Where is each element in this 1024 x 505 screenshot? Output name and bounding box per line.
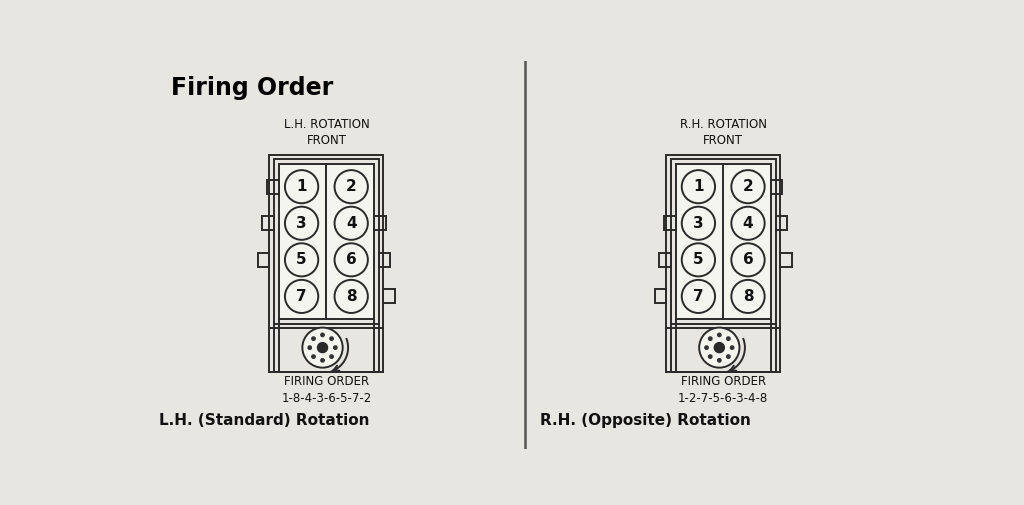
Circle shape xyxy=(731,207,765,240)
Circle shape xyxy=(311,355,315,358)
Text: 3: 3 xyxy=(296,216,307,231)
Circle shape xyxy=(709,355,712,358)
Bar xyxy=(771,180,782,193)
Bar xyxy=(780,253,792,267)
Circle shape xyxy=(731,280,765,313)
Circle shape xyxy=(335,280,368,313)
Circle shape xyxy=(718,359,721,362)
Bar xyxy=(676,164,771,319)
Text: 2: 2 xyxy=(346,179,356,194)
Bar xyxy=(269,155,383,328)
Circle shape xyxy=(682,243,715,276)
Text: 1: 1 xyxy=(296,179,307,194)
Bar xyxy=(671,160,775,324)
Text: R.H. ROTATION
FRONT: R.H. ROTATION FRONT xyxy=(680,118,767,147)
Circle shape xyxy=(335,243,368,276)
Circle shape xyxy=(731,170,765,203)
Text: Firing Order: Firing Order xyxy=(171,76,333,100)
Bar xyxy=(258,253,269,267)
Text: 6: 6 xyxy=(346,252,356,267)
Circle shape xyxy=(321,333,325,337)
Bar xyxy=(262,216,274,230)
Text: 1-8-4-3-6-5-7-2: 1-8-4-3-6-5-7-2 xyxy=(282,392,372,406)
Circle shape xyxy=(682,170,715,203)
Bar xyxy=(383,289,395,304)
Circle shape xyxy=(709,337,712,340)
Text: 4: 4 xyxy=(346,216,356,231)
Circle shape xyxy=(285,207,318,240)
Text: 7: 7 xyxy=(693,289,703,304)
Text: FIRING ORDER: FIRING ORDER xyxy=(681,375,766,388)
Circle shape xyxy=(699,328,739,368)
Text: L.H. (Standard) Rotation: L.H. (Standard) Rotation xyxy=(159,413,370,428)
Text: 8: 8 xyxy=(346,289,356,304)
Text: L.H. ROTATION
FRONT: L.H. ROTATION FRONT xyxy=(284,118,370,147)
Text: R.H. (Opposite) Rotation: R.H. (Opposite) Rotation xyxy=(541,413,752,428)
Circle shape xyxy=(302,328,343,368)
Circle shape xyxy=(718,333,721,337)
Circle shape xyxy=(715,342,724,352)
Circle shape xyxy=(285,170,318,203)
Circle shape xyxy=(730,346,734,349)
Bar xyxy=(267,180,279,193)
Bar xyxy=(279,164,374,319)
Circle shape xyxy=(285,243,318,276)
Circle shape xyxy=(317,342,328,352)
Circle shape xyxy=(308,346,311,349)
Circle shape xyxy=(311,337,315,340)
Text: FIRING ORDER: FIRING ORDER xyxy=(284,375,369,388)
Text: 8: 8 xyxy=(742,289,754,304)
Circle shape xyxy=(682,207,715,240)
Circle shape xyxy=(334,346,337,349)
Circle shape xyxy=(285,280,318,313)
Bar xyxy=(274,160,379,324)
Circle shape xyxy=(731,243,765,276)
Text: 7: 7 xyxy=(296,289,307,304)
Circle shape xyxy=(727,337,730,340)
Text: 2: 2 xyxy=(742,179,754,194)
Circle shape xyxy=(330,355,333,358)
Circle shape xyxy=(705,346,709,349)
Text: 3: 3 xyxy=(693,216,703,231)
Bar xyxy=(654,289,667,304)
Bar xyxy=(664,216,676,230)
Text: 1: 1 xyxy=(693,179,703,194)
Bar xyxy=(667,155,780,328)
Bar xyxy=(775,216,787,230)
Text: 5: 5 xyxy=(296,252,307,267)
Bar xyxy=(659,253,671,267)
Bar xyxy=(374,216,386,230)
Circle shape xyxy=(330,337,333,340)
Bar xyxy=(379,253,390,267)
Text: 5: 5 xyxy=(693,252,703,267)
Text: 6: 6 xyxy=(742,252,754,267)
Circle shape xyxy=(727,355,730,358)
Circle shape xyxy=(682,280,715,313)
Text: 1-2-7-5-6-3-4-8: 1-2-7-5-6-3-4-8 xyxy=(678,392,768,406)
Circle shape xyxy=(335,207,368,240)
Circle shape xyxy=(321,359,325,362)
Text: 4: 4 xyxy=(742,216,754,231)
Circle shape xyxy=(335,170,368,203)
